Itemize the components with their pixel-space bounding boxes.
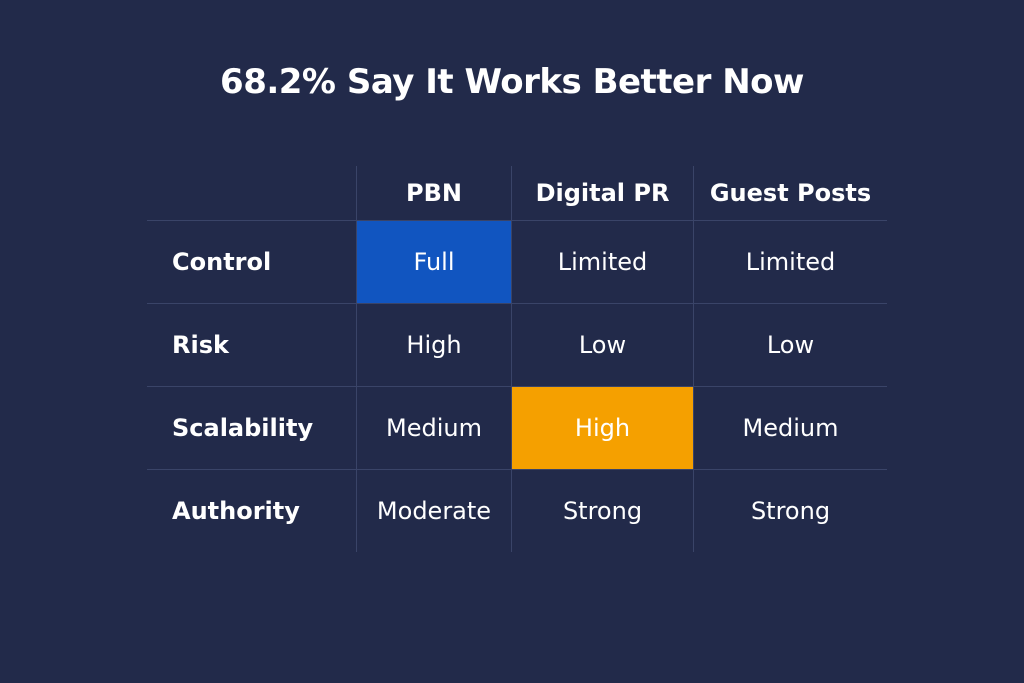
row-label: Scalability xyxy=(172,414,314,442)
table-cell: Strong xyxy=(511,470,693,552)
row-label: Control xyxy=(172,248,272,276)
table-cell: Medium xyxy=(693,387,887,469)
header-cell-digital-pr: Digital PR xyxy=(511,166,693,220)
header-cell-guest-posts: Guest Posts xyxy=(693,166,887,220)
row-label: Risk xyxy=(172,331,229,359)
header-cell-empty xyxy=(147,166,356,220)
table-row-control: Control Full Limited Limited xyxy=(147,221,887,304)
table-cell: Limited xyxy=(511,221,693,303)
table-cell: Low xyxy=(511,304,693,386)
table-row-scalability: Scalability Medium High Medium xyxy=(147,387,887,470)
page-title: 68.2% Say It Works Better Now xyxy=(220,62,804,102)
row-label: Authority xyxy=(172,497,300,525)
table-row-authority: Authority Moderate Strong Strong xyxy=(147,470,887,552)
table-cell: Medium xyxy=(356,387,511,469)
table-header-row: PBN Digital PR Guest Posts xyxy=(147,166,887,221)
highlight-cell-orange: High xyxy=(511,387,693,469)
table-row-risk: Risk High Low Low xyxy=(147,304,887,387)
comparison-table: PBN Digital PR Guest Posts Control Full … xyxy=(147,166,887,552)
table-cell: High xyxy=(356,304,511,386)
header-cell-pbn: PBN xyxy=(356,166,511,220)
table-cell: Strong xyxy=(693,470,887,552)
table-cell: Moderate xyxy=(356,470,511,552)
table-cell: Low xyxy=(693,304,887,386)
table-cell: Limited xyxy=(693,221,887,303)
highlight-cell-blue: Full xyxy=(356,221,511,303)
